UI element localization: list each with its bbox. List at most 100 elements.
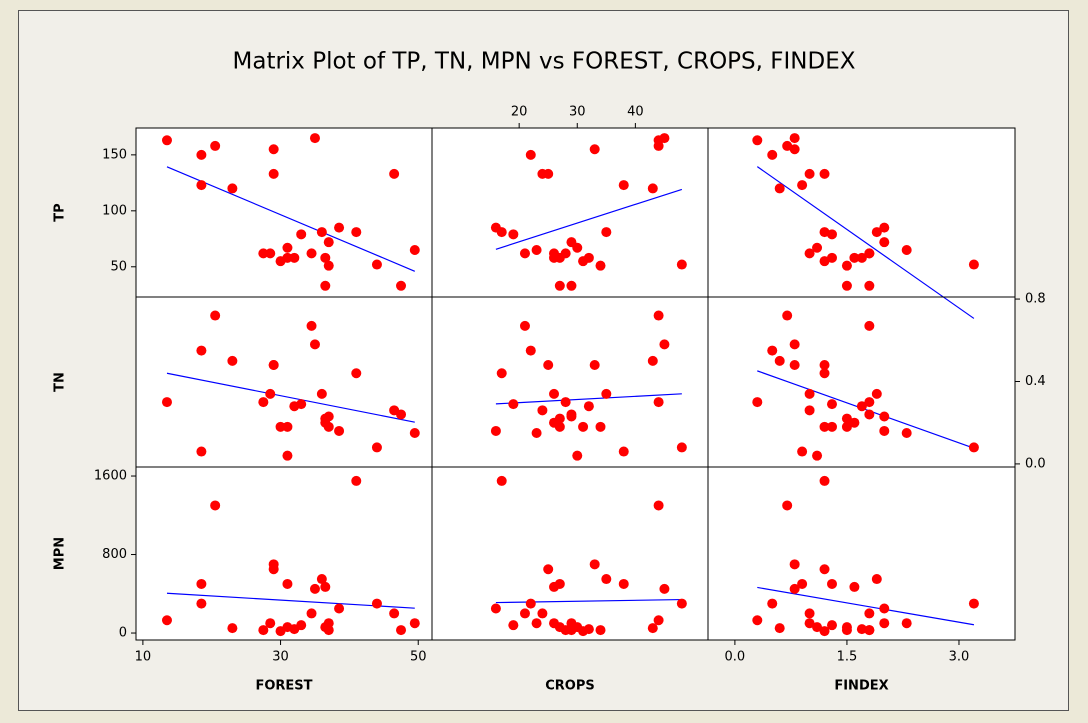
y-tick-label: 0.4 [1025,374,1046,389]
point [819,227,830,238]
point [265,248,276,259]
point [849,417,860,428]
x-tick-label: 30 [272,650,289,665]
point [676,598,687,609]
x-tick-label: 3.0 [949,650,970,665]
point [323,625,334,636]
point [409,428,420,438]
point [819,564,830,575]
chart-title: Matrix Plot of TP, TN, MPN vs FOREST, CR… [233,49,856,75]
point [841,280,852,291]
point [812,622,823,633]
point [774,183,785,194]
point [774,355,785,366]
point [210,500,221,511]
y-tick-label: 0.8 [1025,292,1046,307]
point [258,248,269,259]
y-tick-label: 0 [119,626,127,641]
plot-area [136,128,1015,640]
point [864,409,875,420]
point [323,260,334,271]
fit-line [756,166,975,319]
point [879,425,890,436]
point [196,446,207,457]
point [161,397,172,408]
point [797,180,808,191]
fit-line [757,370,975,449]
point [371,442,382,453]
point [647,355,658,366]
point [595,625,606,636]
point [351,475,362,486]
point [804,618,815,629]
point [323,618,334,629]
y-tick-label: 100 [102,203,127,218]
point [601,227,612,238]
point [841,625,852,636]
point [789,339,800,350]
point [316,227,327,238]
point [396,280,407,291]
point [531,428,542,438]
point [856,252,867,263]
point [537,168,548,179]
point [566,280,577,291]
point [618,446,629,457]
point [306,320,317,331]
point [618,180,629,191]
y-variable-label: TP [53,203,68,221]
point [554,413,565,424]
point [320,252,331,263]
point [309,339,320,350]
point [819,626,830,637]
point [879,222,890,233]
point [258,625,269,636]
point [819,168,830,179]
point [804,388,815,399]
point [309,583,320,594]
point [320,581,331,592]
point [841,413,852,424]
x-tick-label: 20 [511,105,528,120]
point [268,360,279,370]
point [968,442,979,453]
x-variable-label: FINDEX [834,679,888,694]
point [210,140,221,151]
point [653,140,664,151]
y-tick-label: 50 [110,259,127,274]
point [804,608,815,619]
point [879,237,890,248]
point [826,620,837,631]
point [767,598,778,609]
x-tick-label: 50 [410,650,427,665]
point [531,618,542,629]
point [334,425,345,436]
point [864,608,875,619]
point [525,598,536,609]
point [323,421,334,432]
point [767,345,778,356]
point [589,360,600,370]
point [289,252,300,263]
point [653,397,664,408]
point [583,401,594,412]
point [227,355,238,366]
point [560,397,571,408]
point [752,397,763,408]
point [543,360,554,370]
point [490,603,501,614]
point [819,475,830,486]
point [508,620,519,631]
point [566,237,577,248]
point [871,574,882,585]
point [583,252,594,263]
point [227,623,238,634]
point [968,598,979,609]
point [601,388,612,399]
point [389,608,400,619]
point [566,409,577,420]
point [782,500,793,511]
point [647,183,658,194]
point [789,559,800,570]
point [826,578,837,589]
